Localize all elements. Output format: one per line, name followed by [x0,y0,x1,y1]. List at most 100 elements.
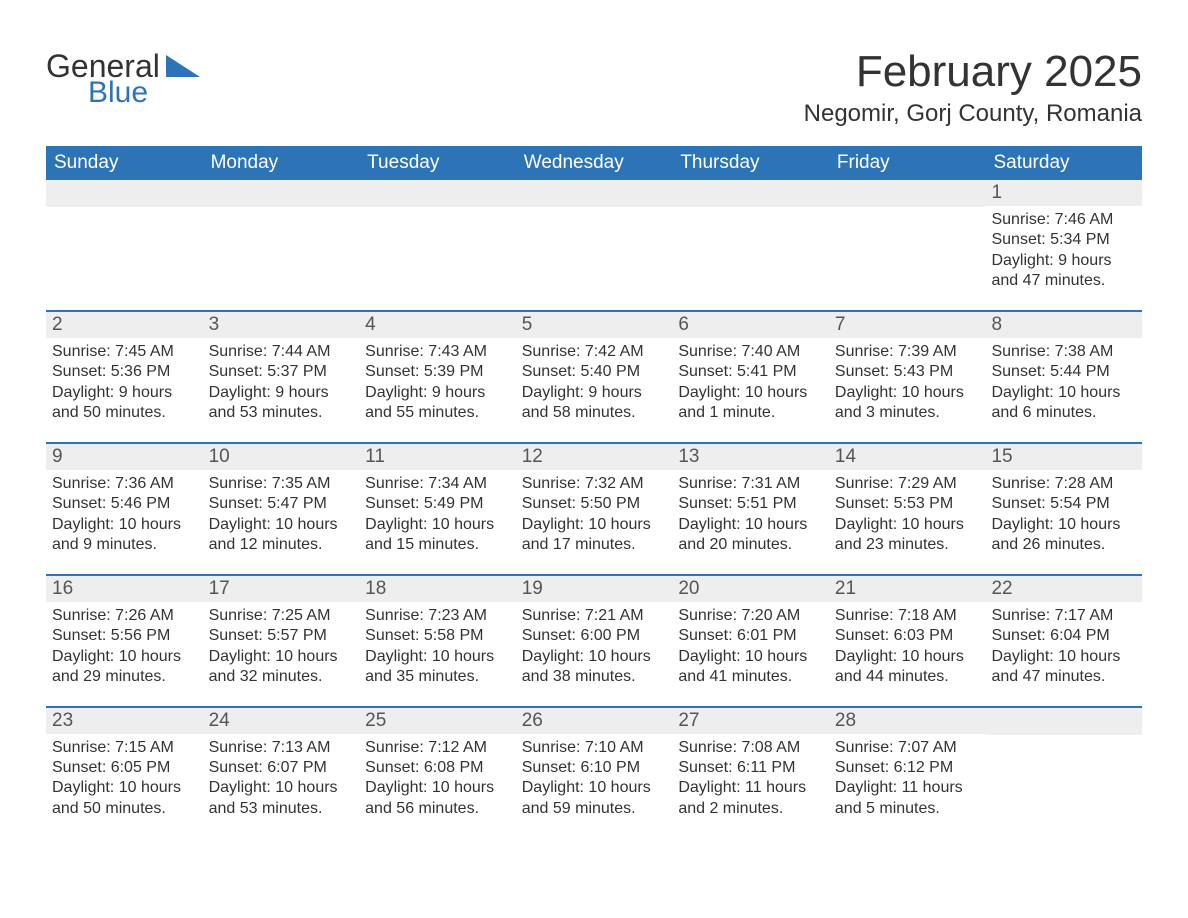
sunset-text: Sunset: 5:53 PM [835,494,980,514]
day-number-band-empty [829,180,986,207]
sunrise-text: Sunrise: 7:34 AM [365,474,510,494]
day-details: Sunrise: 7:25 AMSunset: 5:57 PMDaylight:… [203,602,360,688]
day-details: Sunrise: 7:28 AMSunset: 5:54 PMDaylight:… [985,470,1142,556]
daylight-text: Daylight: 10 hours and 32 minutes. [209,647,354,688]
daylight-text: Daylight: 10 hours and 17 minutes. [522,515,667,556]
day-cell: 16Sunrise: 7:26 AMSunset: 5:56 PMDayligh… [46,576,203,706]
day-number: 21 [829,576,986,602]
sunset-text: Sunset: 5:50 PM [522,494,667,514]
day-cell: 9Sunrise: 7:36 AMSunset: 5:46 PMDaylight… [46,444,203,574]
sunrise-text: Sunrise: 7:32 AM [522,474,667,494]
daylight-text: Daylight: 10 hours and 44 minutes. [835,647,980,688]
week-row: 2Sunrise: 7:45 AMSunset: 5:36 PMDaylight… [46,310,1142,442]
day-cell: 2Sunrise: 7:45 AMSunset: 5:36 PMDaylight… [46,312,203,442]
sunrise-text: Sunrise: 7:25 AM [209,606,354,626]
calendar-page: General Blue February 2025 Negomir, Gorj… [0,0,1188,877]
day-cell: 28Sunrise: 7:07 AMSunset: 6:12 PMDayligh… [829,708,986,838]
day-cell: 18Sunrise: 7:23 AMSunset: 5:58 PMDayligh… [359,576,516,706]
day-cell: 11Sunrise: 7:34 AMSunset: 5:49 PMDayligh… [359,444,516,574]
day-details: Sunrise: 7:46 AMSunset: 5:34 PMDaylight:… [985,206,1142,292]
day-details: Sunrise: 7:34 AMSunset: 5:49 PMDaylight:… [359,470,516,556]
day-cell: 3Sunrise: 7:44 AMSunset: 5:37 PMDaylight… [203,312,360,442]
day-cell: 4Sunrise: 7:43 AMSunset: 5:39 PMDaylight… [359,312,516,442]
sunrise-text: Sunrise: 7:10 AM [522,738,667,758]
day-cell: 10Sunrise: 7:35 AMSunset: 5:47 PMDayligh… [203,444,360,574]
sunrise-text: Sunrise: 7:31 AM [678,474,823,494]
day-number: 11 [359,444,516,470]
week-row: 16Sunrise: 7:26 AMSunset: 5:56 PMDayligh… [46,574,1142,706]
day-number: 20 [672,576,829,602]
sunset-text: Sunset: 5:39 PM [365,362,510,382]
sunrise-text: Sunrise: 7:12 AM [365,738,510,758]
day-cell: 20Sunrise: 7:20 AMSunset: 6:01 PMDayligh… [672,576,829,706]
weeks-container: 1Sunrise: 7:46 AMSunset: 5:34 PMDaylight… [46,180,1142,837]
week-row: 9Sunrise: 7:36 AMSunset: 5:46 PMDaylight… [46,442,1142,574]
day-details: Sunrise: 7:36 AMSunset: 5:46 PMDaylight:… [46,470,203,556]
daylight-text: Daylight: 9 hours and 53 minutes. [209,383,354,424]
day-details: Sunrise: 7:38 AMSunset: 5:44 PMDaylight:… [985,338,1142,424]
daylight-text: Daylight: 9 hours and 50 minutes. [52,383,197,424]
day-cell [46,180,203,310]
day-details: Sunrise: 7:26 AMSunset: 5:56 PMDaylight:… [46,602,203,688]
daylight-text: Daylight: 10 hours and 35 minutes. [365,647,510,688]
daylight-text: Daylight: 9 hours and 55 minutes. [365,383,510,424]
sunrise-text: Sunrise: 7:23 AM [365,606,510,626]
daylight-text: Daylight: 10 hours and 59 minutes. [522,778,667,819]
daylight-text: Daylight: 10 hours and 38 minutes. [522,647,667,688]
sunrise-text: Sunrise: 7:20 AM [678,606,823,626]
day-details: Sunrise: 7:29 AMSunset: 5:53 PMDaylight:… [829,470,986,556]
day-number: 8 [985,312,1142,338]
day-cell: 14Sunrise: 7:29 AMSunset: 5:53 PMDayligh… [829,444,986,574]
sunset-text: Sunset: 6:01 PM [678,626,823,646]
day-cell: 15Sunrise: 7:28 AMSunset: 5:54 PMDayligh… [985,444,1142,574]
day-details: Sunrise: 7:20 AMSunset: 6:01 PMDaylight:… [672,602,829,688]
day-details: Sunrise: 7:08 AMSunset: 6:11 PMDaylight:… [672,734,829,820]
page-header: General Blue February 2025 Negomir, Gorj… [46,50,1142,128]
daylight-text: Daylight: 10 hours and 56 minutes. [365,778,510,819]
day-number: 10 [203,444,360,470]
day-number: 15 [985,444,1142,470]
daylight-text: Daylight: 11 hours and 2 minutes. [678,778,823,819]
sunset-text: Sunset: 6:12 PM [835,758,980,778]
day-number: 14 [829,444,986,470]
sunset-text: Sunset: 5:46 PM [52,494,197,514]
daylight-text: Daylight: 10 hours and 29 minutes. [52,647,197,688]
sunset-text: Sunset: 5:36 PM [52,362,197,382]
daylight-text: Daylight: 10 hours and 1 minute. [678,383,823,424]
day-details: Sunrise: 7:32 AMSunset: 5:50 PMDaylight:… [516,470,673,556]
day-details: Sunrise: 7:40 AMSunset: 5:41 PMDaylight:… [672,338,829,424]
sunrise-text: Sunrise: 7:45 AM [52,342,197,362]
sunset-text: Sunset: 5:57 PM [209,626,354,646]
day-cell: 24Sunrise: 7:13 AMSunset: 6:07 PMDayligh… [203,708,360,838]
dow-tuesday: Tuesday [359,146,516,180]
daylight-text: Daylight: 11 hours and 5 minutes. [835,778,980,819]
sunset-text: Sunset: 5:54 PM [991,494,1136,514]
day-details: Sunrise: 7:35 AMSunset: 5:47 PMDaylight:… [203,470,360,556]
sunrise-text: Sunrise: 7:35 AM [209,474,354,494]
day-cell [359,180,516,310]
sunrise-text: Sunrise: 7:44 AM [209,342,354,362]
title-block: February 2025 Negomir, Gorj County, Roma… [804,50,1142,128]
day-cell: 5Sunrise: 7:42 AMSunset: 5:40 PMDaylight… [516,312,673,442]
day-details: Sunrise: 7:21 AMSunset: 6:00 PMDaylight:… [516,602,673,688]
day-cell: 13Sunrise: 7:31 AMSunset: 5:51 PMDayligh… [672,444,829,574]
sunrise-text: Sunrise: 7:08 AM [678,738,823,758]
sunrise-text: Sunrise: 7:18 AM [835,606,980,626]
daylight-text: Daylight: 10 hours and 20 minutes. [678,515,823,556]
day-details: Sunrise: 7:07 AMSunset: 6:12 PMDaylight:… [829,734,986,820]
dow-wednesday: Wednesday [516,146,673,180]
day-cell: 7Sunrise: 7:39 AMSunset: 5:43 PMDaylight… [829,312,986,442]
sunset-text: Sunset: 6:05 PM [52,758,197,778]
sunset-text: Sunset: 5:56 PM [52,626,197,646]
dow-sunday: Sunday [46,146,203,180]
sunrise-text: Sunrise: 7:17 AM [991,606,1136,626]
day-details: Sunrise: 7:12 AMSunset: 6:08 PMDaylight:… [359,734,516,820]
day-cell: 23Sunrise: 7:15 AMSunset: 6:05 PMDayligh… [46,708,203,838]
day-cell: 19Sunrise: 7:21 AMSunset: 6:00 PMDayligh… [516,576,673,706]
day-cell: 21Sunrise: 7:18 AMSunset: 6:03 PMDayligh… [829,576,986,706]
logo-triangle-icon [166,55,200,82]
day-cell: 6Sunrise: 7:40 AMSunset: 5:41 PMDaylight… [672,312,829,442]
daylight-text: Daylight: 10 hours and 23 minutes. [835,515,980,556]
day-cell: 25Sunrise: 7:12 AMSunset: 6:08 PMDayligh… [359,708,516,838]
calendar-grid: Sunday Monday Tuesday Wednesday Thursday… [46,146,1142,837]
